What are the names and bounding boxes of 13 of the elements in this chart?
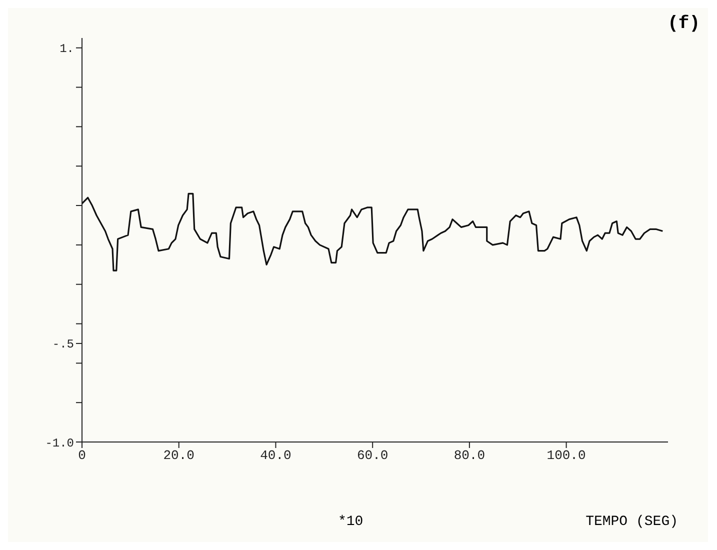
x-tick-label: 40.0 [260, 448, 292, 464]
chart-title: (f) [668, 14, 700, 34]
x-tick-label: 0 [78, 448, 86, 464]
y-tick-label: -1.0 [45, 436, 74, 450]
x-tick-label: 100.0 [546, 448, 586, 464]
line-series [82, 192, 664, 272]
x-axis-title: TEMPO (SEG) [586, 514, 678, 530]
text: *10 [338, 514, 364, 530]
y-tick-label: 1. [60, 42, 74, 56]
x-tick-label: 80.0 [454, 448, 486, 464]
y-tick-label: -.5 [52, 338, 74, 352]
x-tick-label: 20.0 [163, 448, 194, 464]
x-tick-label: 60.0 [356, 448, 388, 464]
